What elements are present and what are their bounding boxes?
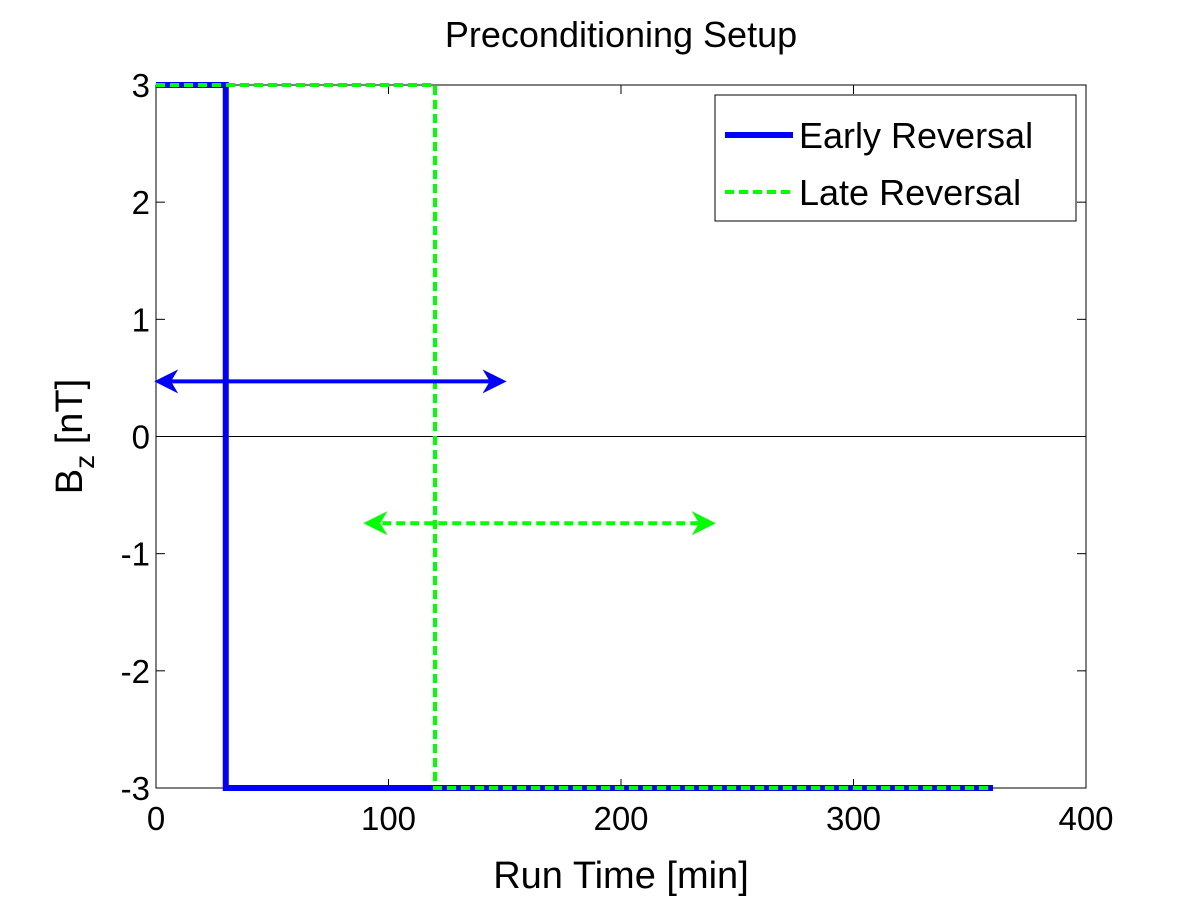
y-axis-label-group: Bz [nT] bbox=[49, 379, 100, 494]
y-tick-label: -2 bbox=[121, 653, 150, 690]
y-axis-label-base: B bbox=[49, 469, 91, 494]
y-tick-label: 2 bbox=[132, 184, 150, 221]
chart-title: Preconditioning Setup bbox=[445, 14, 797, 55]
legend-label-early-reversal: Early Reversal bbox=[799, 115, 1033, 156]
legend-label-late-reversal: Late Reversal bbox=[799, 172, 1021, 213]
y-axis-label-subscript: z bbox=[69, 455, 100, 469]
x-tick-label: 400 bbox=[1058, 800, 1113, 837]
x-axis-label: Run Time [min] bbox=[493, 855, 749, 897]
y-axis-label-unit: [nT] bbox=[49, 379, 91, 455]
x-tick-label: 300 bbox=[826, 800, 881, 837]
x-tick-label: 200 bbox=[593, 800, 648, 837]
y-tick-label: -1 bbox=[121, 536, 150, 573]
series-line-late-reversal bbox=[156, 83, 993, 790]
y-tick-label: 0 bbox=[132, 419, 150, 456]
x-tick-label: 100 bbox=[361, 800, 416, 837]
y-tick-label: 3 bbox=[132, 67, 150, 104]
x-tick-label: 0 bbox=[147, 800, 165, 837]
y-tick-label: -3 bbox=[121, 770, 150, 807]
legend-box bbox=[714, 94, 1077, 222]
y-axis-label: Bz [nT] bbox=[49, 379, 100, 494]
y-tick-label: 1 bbox=[132, 301, 150, 338]
